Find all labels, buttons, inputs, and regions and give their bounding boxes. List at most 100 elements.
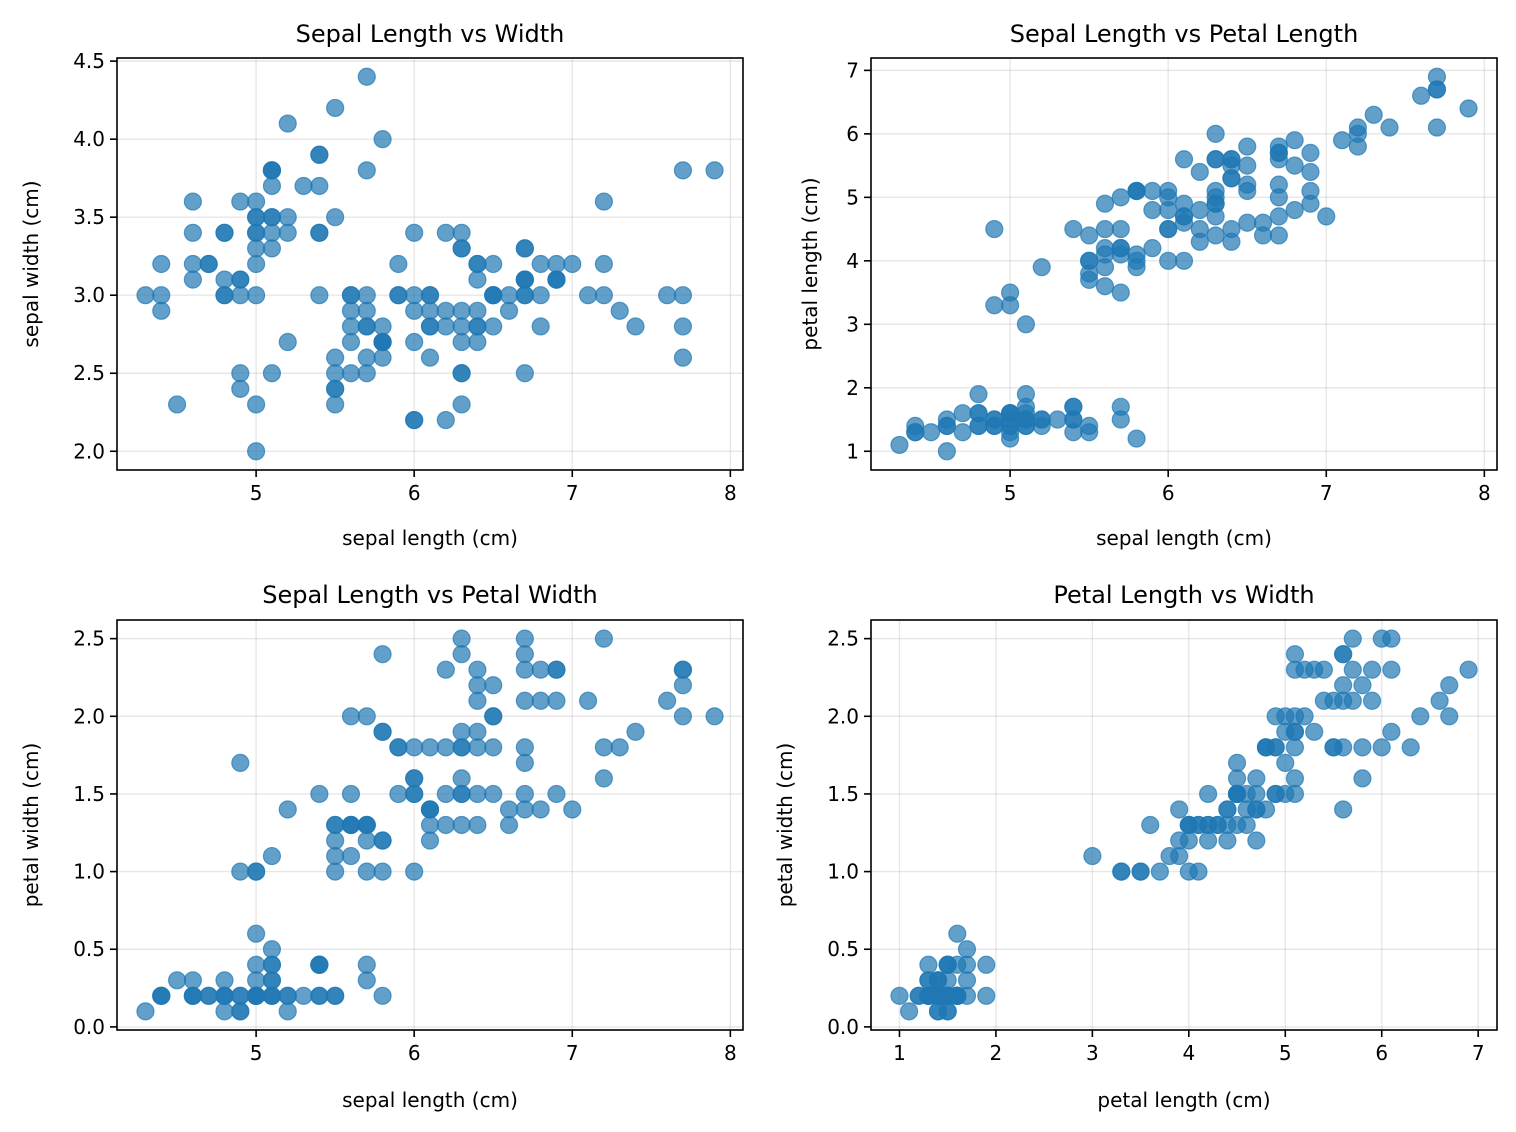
data-point bbox=[262, 364, 282, 383]
data-point bbox=[1411, 707, 1430, 726]
data-point bbox=[215, 986, 234, 1005]
data-point bbox=[1430, 691, 1449, 710]
data-point bbox=[1401, 738, 1420, 757]
points bbox=[890, 67, 1478, 461]
data-point bbox=[484, 317, 503, 336]
data-point bbox=[278, 800, 297, 819]
data-point bbox=[1189, 815, 1208, 835]
y-tick-label: 1.0 bbox=[73, 860, 105, 884]
data-point bbox=[278, 986, 297, 1005]
data-point bbox=[326, 831, 345, 850]
axes-frame bbox=[116, 619, 744, 1031]
data-point bbox=[262, 846, 282, 866]
data-point bbox=[1143, 200, 1162, 220]
data-point bbox=[948, 924, 967, 943]
data-point bbox=[1372, 738, 1391, 757]
data-point bbox=[262, 239, 282, 258]
data-point bbox=[1048, 410, 1067, 429]
data-point bbox=[1459, 660, 1478, 679]
data-point bbox=[1382, 629, 1401, 648]
data-point bbox=[563, 254, 582, 274]
x-tick-label: 1 bbox=[893, 1041, 906, 1065]
x-tick-label: 5 bbox=[1279, 1041, 1292, 1065]
data-point bbox=[906, 423, 925, 442]
data-point bbox=[1095, 219, 1115, 239]
y-tick-label: 2.0 bbox=[827, 704, 859, 728]
data-point bbox=[1141, 815, 1160, 835]
data-point bbox=[341, 301, 361, 320]
data-point bbox=[468, 738, 487, 757]
data-point bbox=[499, 815, 519, 835]
data-point bbox=[341, 707, 361, 726]
data-point bbox=[1343, 629, 1362, 648]
data-point bbox=[610, 301, 629, 320]
axes-frame bbox=[116, 57, 744, 471]
data-point bbox=[977, 986, 996, 1005]
data-point bbox=[1269, 207, 1288, 226]
y-tick-label: 4.0 bbox=[73, 127, 105, 151]
data-point bbox=[341, 815, 361, 835]
data-point bbox=[919, 955, 938, 974]
axes-frame bbox=[870, 619, 1498, 1031]
data-point bbox=[247, 208, 266, 227]
data-point bbox=[890, 435, 909, 455]
data-point bbox=[1064, 219, 1083, 239]
data-point bbox=[594, 769, 613, 788]
data-point bbox=[373, 986, 392, 1005]
data-point bbox=[231, 1002, 250, 1021]
data-point bbox=[1353, 769, 1372, 788]
data-point bbox=[957, 940, 977, 959]
data-point bbox=[1080, 226, 1099, 245]
data-point bbox=[262, 223, 282, 242]
y-tick-label: 1 bbox=[846, 439, 859, 463]
data-point bbox=[594, 629, 613, 648]
data-point bbox=[928, 1002, 948, 1021]
data-point bbox=[341, 286, 361, 305]
data-point bbox=[1285, 200, 1304, 220]
data-point bbox=[326, 208, 345, 227]
data-point bbox=[405, 286, 424, 305]
data-point bbox=[1256, 800, 1276, 819]
data-point bbox=[420, 301, 440, 320]
x-tick-label: 8 bbox=[724, 481, 737, 505]
data-point bbox=[900, 1002, 919, 1021]
data-point bbox=[373, 645, 392, 664]
data-point bbox=[420, 800, 440, 819]
chart-title: Petal Length vs Width bbox=[1053, 581, 1314, 609]
data-point bbox=[673, 348, 693, 367]
data-point bbox=[373, 332, 392, 352]
data-point bbox=[1314, 691, 1333, 710]
data-point bbox=[215, 270, 234, 289]
data-point bbox=[215, 971, 234, 990]
data-point bbox=[515, 270, 534, 289]
y-tick-label: 0.5 bbox=[73, 937, 105, 961]
data-point bbox=[1111, 219, 1130, 239]
data-point bbox=[1111, 245, 1130, 264]
y-tick-label: 1.0 bbox=[827, 860, 859, 884]
data-point bbox=[152, 286, 171, 305]
data-point bbox=[373, 348, 392, 367]
data-point bbox=[231, 286, 250, 305]
x-tick-label: 8 bbox=[1478, 481, 1491, 505]
data-point bbox=[1127, 251, 1146, 270]
data-point bbox=[357, 348, 376, 367]
data-point bbox=[1256, 738, 1276, 757]
y-tick-label: 0.5 bbox=[827, 937, 859, 961]
data-point bbox=[262, 971, 282, 990]
data-point bbox=[1238, 156, 1257, 175]
data-point bbox=[1266, 707, 1285, 726]
data-point bbox=[531, 317, 550, 336]
chart-title: Sepal Length vs Petal Width bbox=[262, 581, 598, 609]
data-point bbox=[658, 286, 677, 305]
data-point bbox=[921, 423, 941, 442]
data-point bbox=[278, 332, 297, 352]
data-point bbox=[547, 254, 566, 274]
data-point bbox=[1285, 131, 1304, 150]
data-point bbox=[1016, 404, 1036, 423]
data-point bbox=[231, 753, 250, 772]
data-point bbox=[1334, 676, 1353, 695]
data-point bbox=[1179, 831, 1198, 850]
data-point bbox=[1427, 118, 1447, 137]
x-tick-label: 7 bbox=[566, 481, 579, 505]
data-point bbox=[278, 1002, 297, 1021]
